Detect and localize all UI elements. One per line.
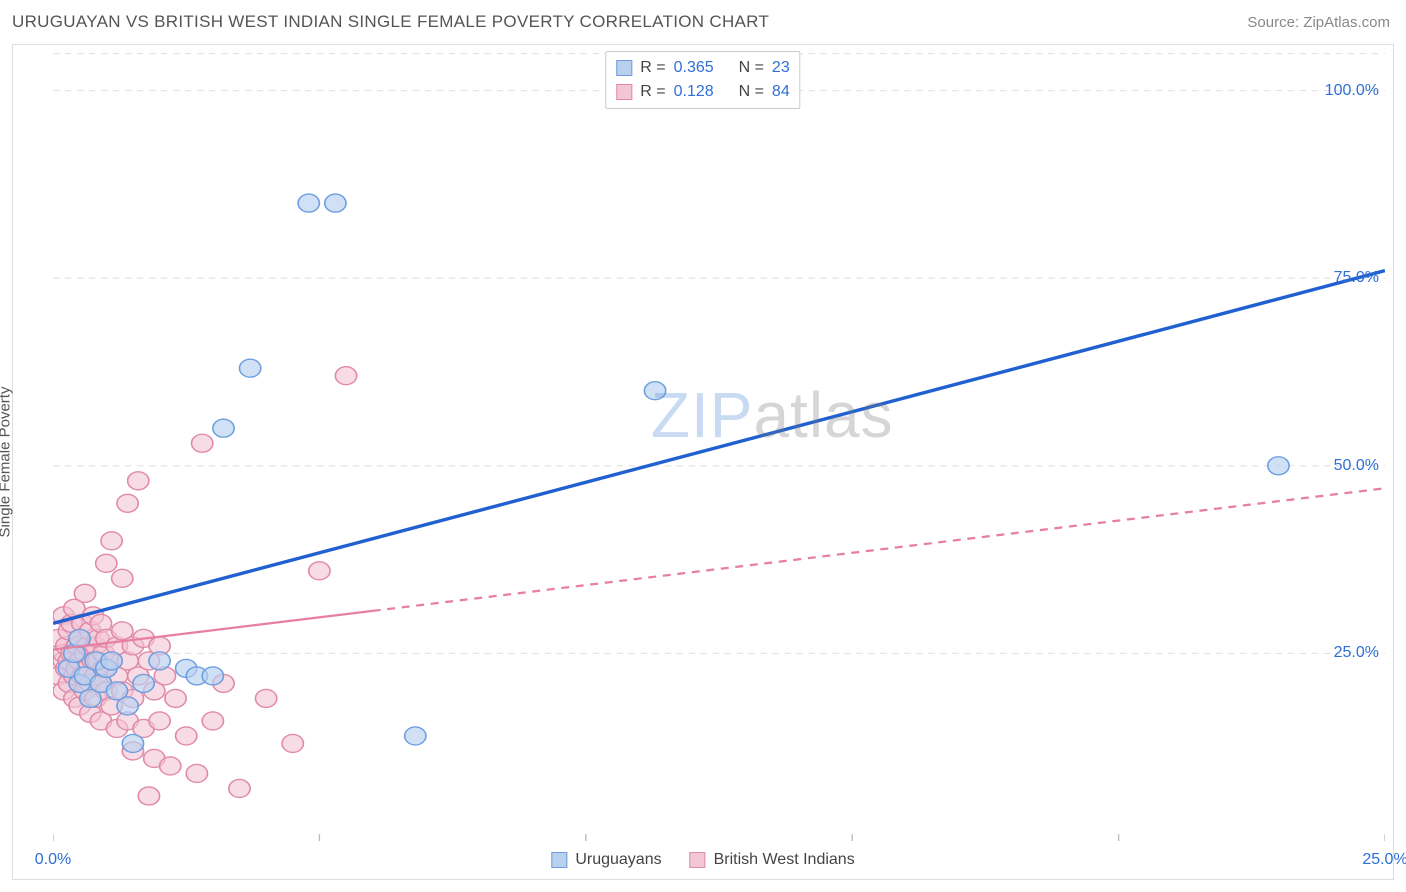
swatch-series-1 [616, 84, 632, 100]
legend-item-1: British West Indians [690, 851, 855, 869]
n-label: N = [739, 80, 764, 104]
n-value-0: 23 [772, 56, 790, 80]
swatch-series-0 [616, 60, 632, 76]
source-prefix: Source: [1247, 14, 1299, 31]
chart-container: Single Female Poverty ZIPatlas R = 0.365… [12, 44, 1394, 880]
n-value-1: 84 [772, 80, 790, 104]
r-label: R = [640, 56, 665, 80]
swatch-series-0 [551, 852, 567, 868]
x-tick-label: 25.0% [1362, 851, 1406, 869]
legend-label-0: Uruguayans [575, 851, 661, 869]
series-legend: Uruguayans British West Indians [551, 851, 854, 869]
legend-item-0: Uruguayans [551, 851, 661, 869]
y-tick-label: 75.0% [1334, 269, 1379, 287]
r-label: R = [640, 80, 665, 104]
y-tick-label: 25.0% [1334, 644, 1379, 662]
plot-area: ZIPatlas [53, 53, 1385, 841]
y-tick-label: 100.0% [1325, 82, 1379, 100]
r-value-1: 0.128 [674, 80, 714, 104]
y-axis-label: Single Female Poverty [0, 387, 14, 538]
chart-svg [53, 53, 1385, 841]
swatch-series-1 [690, 852, 706, 868]
source-name: ZipAtlas.com [1303, 14, 1390, 31]
chart-title: URUGUAYAN VS BRITISH WEST INDIAN SINGLE … [12, 12, 769, 32]
x-tick-label: 0.0% [35, 851, 71, 869]
y-tick-label: 50.0% [1334, 457, 1379, 475]
legend-label-1: British West Indians [714, 851, 855, 869]
legend-row-series-1: R = 0.128 N = 84 [616, 80, 789, 104]
legend-row-series-0: R = 0.365 N = 23 [616, 56, 789, 80]
correlation-legend: R = 0.365 N = 23 R = 0.128 N = 84 [605, 51, 800, 109]
source-label: Source: ZipAtlas.com [1247, 14, 1390, 31]
n-label: N = [739, 56, 764, 80]
r-value-0: 0.365 [674, 56, 714, 80]
